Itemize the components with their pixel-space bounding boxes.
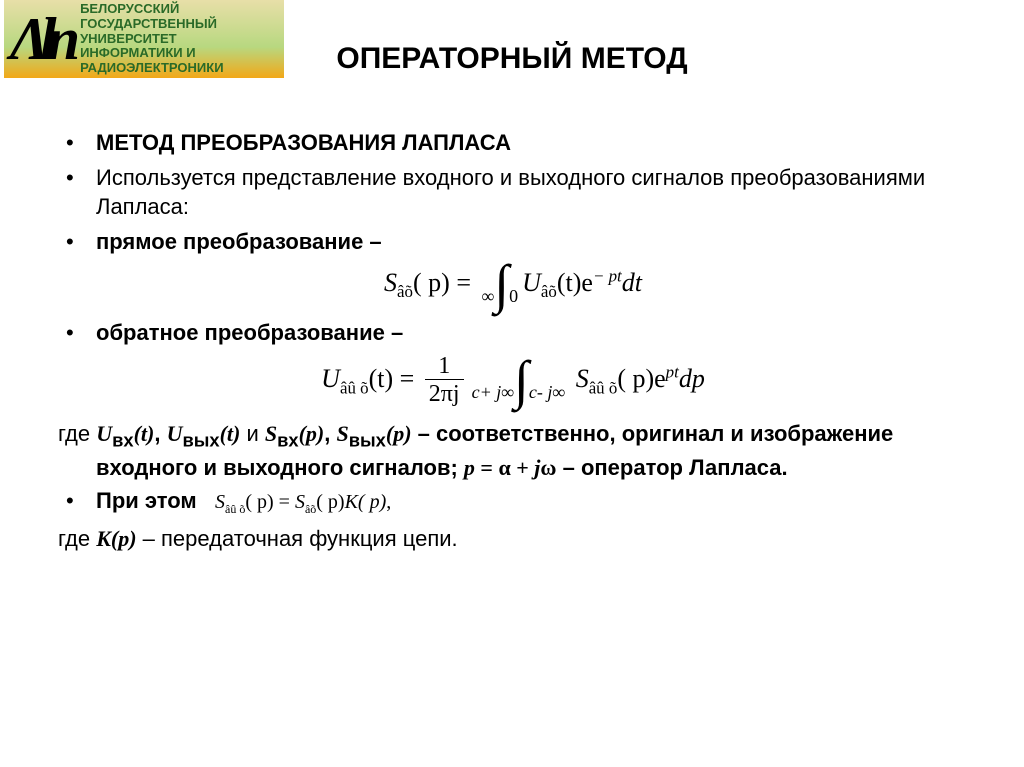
bullet-1: МЕТОД ПРЕОБРАЗОВАНИЯ ЛАПЛАСА [58, 128, 968, 157]
bullet-4: обратное преобразование – [58, 318, 968, 347]
bullet-5: При этом Sâû õ( p) = Sâõ( p)K( p), [58, 486, 968, 518]
slide-title: ОПЕРАТОРНЫЙ МЕТОД [0, 42, 1024, 76]
formula-inverse: Uâû õ(t) = 12πjc+ j∞∫c- j∞ Sâû õ( p)eptd… [58, 353, 968, 409]
formula-forward: Sâõ( p) = ∞∫0Uâõ(t)e− ptdt [58, 262, 968, 308]
bullet-2: Используется представление входного и вы… [58, 163, 968, 221]
para-where: где Uвх(t), Uвых(t) и Sвх(p), Sвых(p) – … [58, 419, 968, 482]
para-k: где K(p) – передаточная функция цепи. [58, 524, 968, 553]
inline-equation: Sâû õ( p) = Sâõ( p)K( p), [215, 491, 391, 513]
slide-content: МЕТОД ПРЕОБРАЗОВАНИЯ ЛАПЛАСА Используетс… [58, 128, 968, 557]
bullet-3: прямое преобразование – [58, 227, 968, 256]
